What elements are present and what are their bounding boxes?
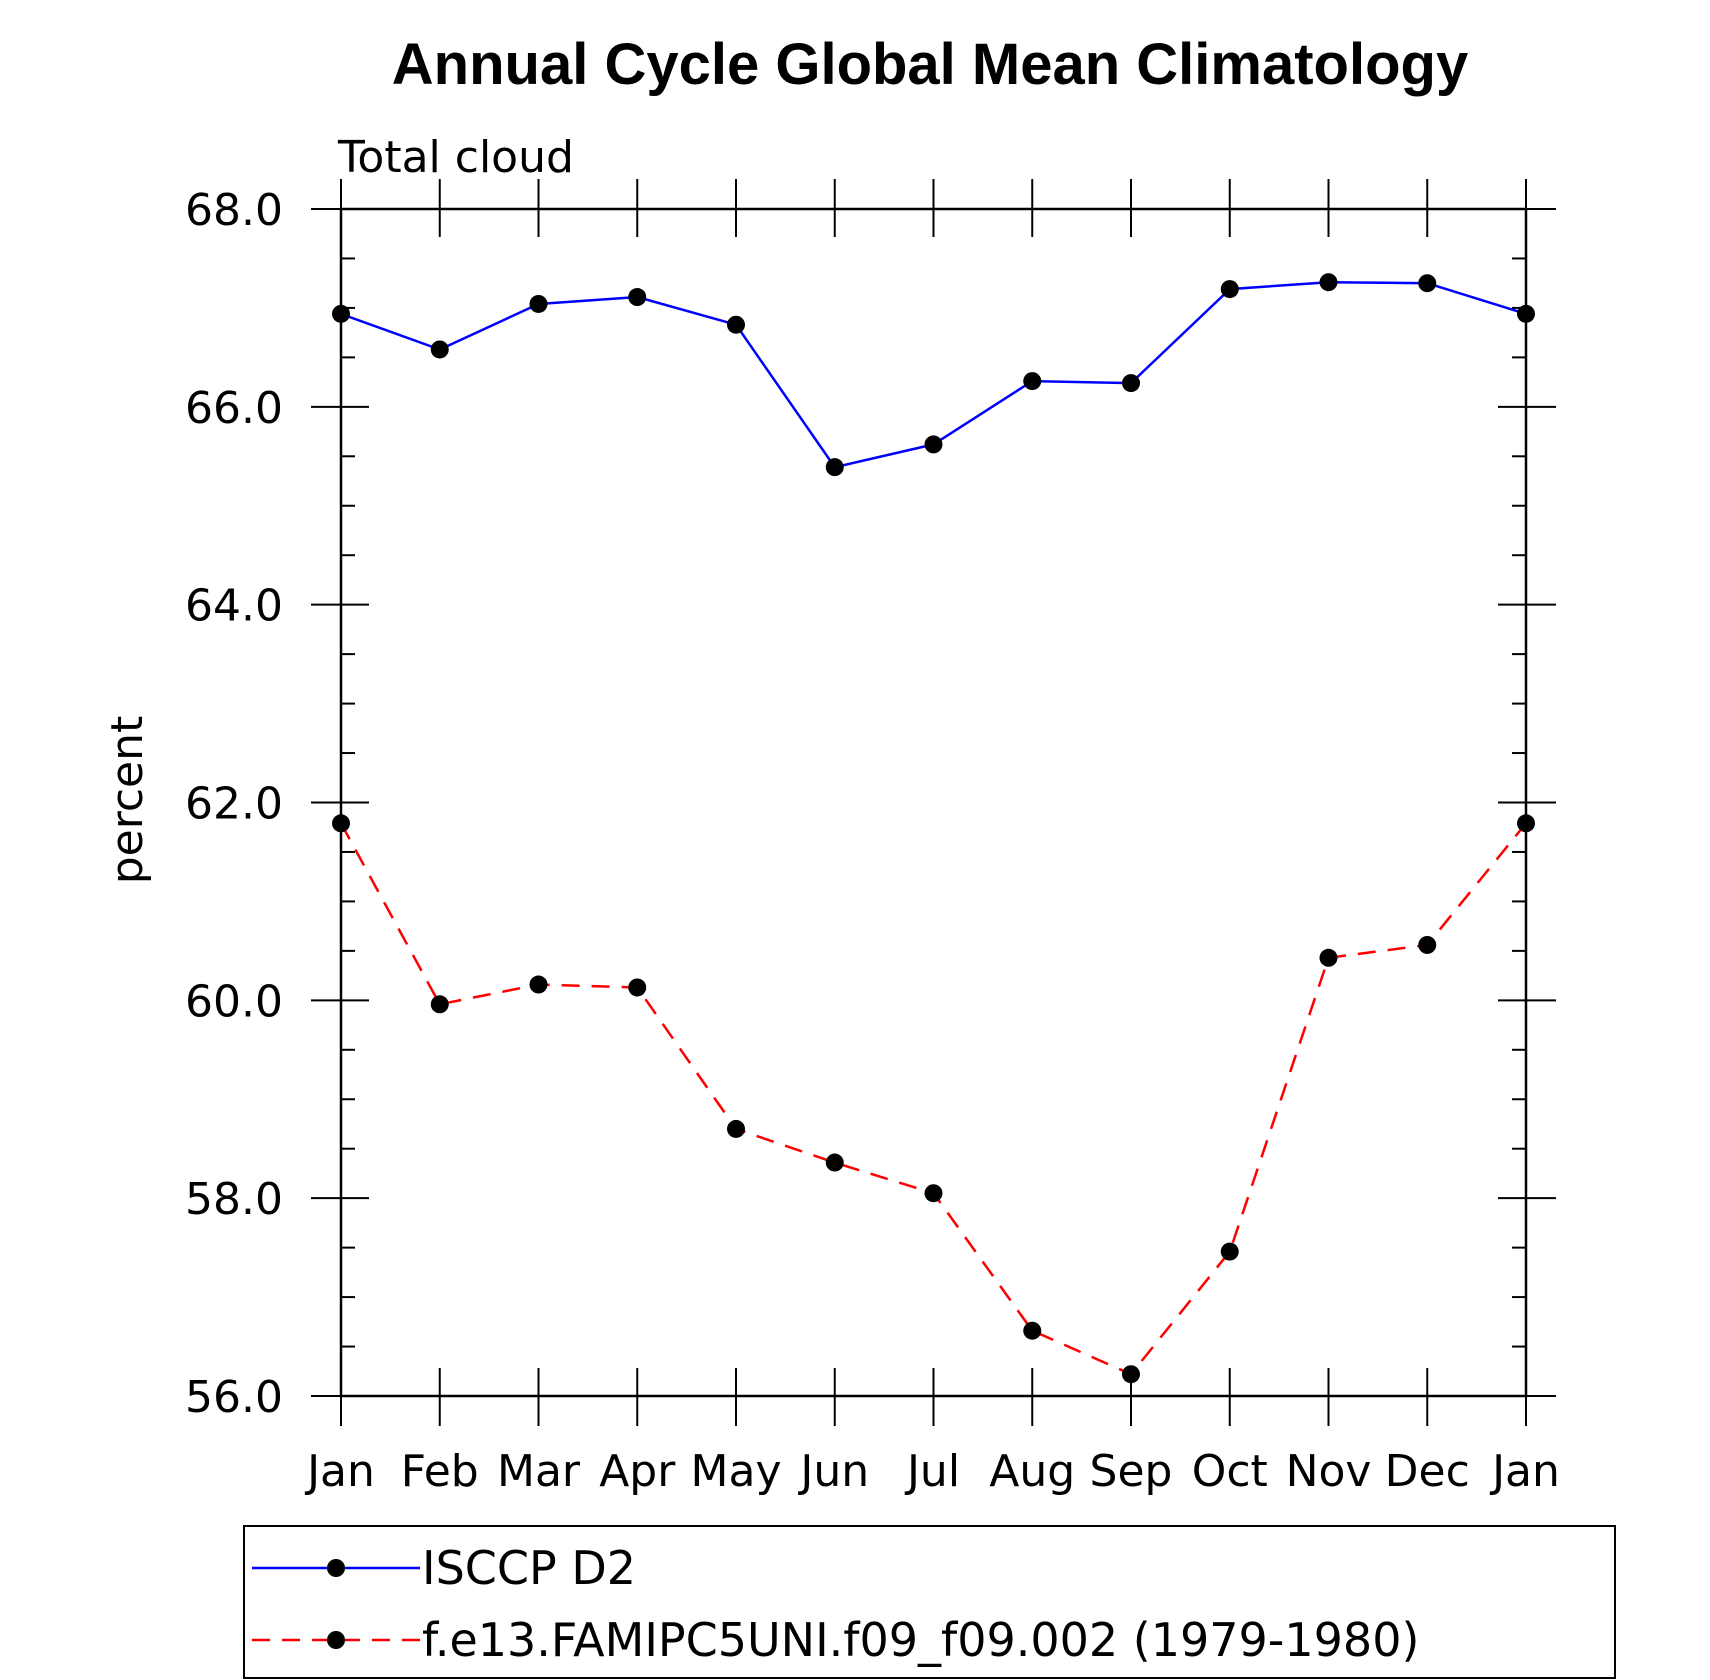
series-1-point	[430, 340, 449, 359]
x-tick-label: Aug	[989, 1446, 1075, 1497]
series-2-point	[332, 814, 350, 833]
x-tick-label: Jun	[797, 1446, 869, 1497]
series-2-point	[430, 995, 449, 1014]
series-1-point	[628, 288, 647, 307]
x-tick-label: Sep	[1090, 1446, 1173, 1497]
x-tick-label: Jan	[304, 1446, 375, 1497]
series-2-point	[727, 1119, 745, 1138]
legend-marker-series-1	[327, 1559, 345, 1577]
series-2-point	[825, 1153, 844, 1172]
legend-label-series-1: ISCCP D2	[422, 1541, 636, 1595]
x-tick-label: Dec	[1385, 1446, 1470, 1497]
axes: 56.0 58.0 60.0 62.0 64.0 66.0 68.0 Jan Feb Mar Apr…	[185, 179, 1560, 1497]
chart-title: Annual Cycle Global Mean Climatology	[392, 32, 1468, 97]
series-line-2	[339, 822, 1527, 1376]
x-tick-label: Feb	[401, 1446, 479, 1497]
legend-marker-series-2	[327, 1631, 345, 1649]
series-1-point	[924, 435, 943, 454]
legend-label-series-2: f.e13.FAMIPC5UNI.f09_f09.002 (1979-1980)	[422, 1613, 1419, 1667]
y-tick-label: 60.0	[185, 976, 283, 1027]
series-2-point	[1418, 935, 1437, 954]
x-tick-label: May	[691, 1446, 782, 1497]
x-tick-label: Jul	[904, 1446, 960, 1497]
legend: ISCCP D2 f.e13.FAMIPC5UNI.f09_f09.002 (1…	[243, 1525, 1616, 1679]
legend-box	[243, 1525, 1616, 1679]
x-tick-label: Nov	[1286, 1446, 1372, 1497]
series-1-point	[1319, 273, 1338, 292]
series-2-point	[529, 975, 548, 994]
series-1-point	[1220, 280, 1239, 299]
series-1-point	[727, 315, 745, 334]
x-tick-label: Oct	[1192, 1446, 1268, 1497]
series-1-point	[1023, 372, 1042, 391]
chart-subtitle: Total cloud	[337, 132, 574, 183]
y-tick-label: 56.0	[185, 1372, 283, 1423]
series-2-point	[1023, 1321, 1042, 1340]
series-layer	[332, 273, 1535, 1384]
y-tick-label: 66.0	[185, 383, 283, 434]
series-2-point	[1122, 1365, 1140, 1384]
plot-frame	[339, 207, 1528, 1398]
y-tick-label: 68.0	[185, 185, 283, 236]
series-1-point	[1418, 274, 1437, 293]
y-axis-label: percent	[102, 716, 153, 885]
series-2-point	[1517, 814, 1535, 833]
x-tick-label: Mar	[497, 1446, 581, 1497]
y-tick-label: 64.0	[185, 581, 283, 632]
series-2-point	[1220, 1242, 1239, 1261]
x-tick-label: Apr	[599, 1446, 676, 1497]
series-1-point	[332, 304, 350, 323]
series-2-point	[628, 978, 647, 997]
series-2-point	[924, 1184, 943, 1203]
series-1-point	[1517, 304, 1535, 323]
series-1-point	[1122, 374, 1140, 393]
x-tick-label: Jan	[1489, 1446, 1560, 1497]
series-1-point	[825, 458, 844, 477]
y-tick-label: 62.0	[185, 779, 283, 830]
series-1-point	[529, 294, 548, 313]
series-2-point	[1319, 948, 1338, 967]
y-tick-label: 58.0	[185, 1174, 283, 1225]
